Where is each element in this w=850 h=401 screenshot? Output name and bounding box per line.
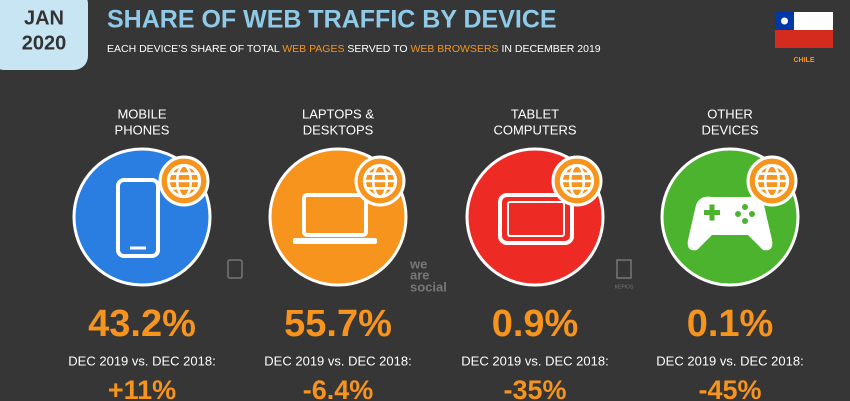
date-badge: [0, 0, 88, 70]
logo-text: we: [409, 256, 427, 271]
share-value: 0.9%: [492, 303, 579, 345]
logo-text: are: [410, 267, 430, 282]
laptop-icon: [293, 193, 377, 244]
change-value: -35%: [503, 375, 566, 401]
globe-icon: [354, 155, 406, 207]
tablet-icon: [498, 193, 574, 245]
device-label: COMPUTERS: [493, 122, 576, 137]
logo-kepios: [616, 259, 632, 279]
device-label: DESKTOPS: [303, 122, 374, 137]
phone-icon: [116, 178, 160, 258]
share-value: 55.7%: [284, 303, 392, 345]
badge-year: 2020: [22, 32, 67, 54]
change-value: +11%: [108, 375, 176, 401]
device-label: DEVICES: [701, 122, 758, 137]
country: CHILE: [794, 57, 815, 64]
title: SHARE OF WEB TRAFFIC BY DEVICE: [107, 6, 557, 34]
share-value: 0.1%: [687, 303, 774, 345]
device-label: OTHER: [707, 106, 753, 121]
logo-text: social: [410, 279, 447, 294]
subtitle-highlight: WEB PAGES: [282, 43, 344, 55]
device-column: TABLET COMPUTERS 0.9% DEC 2019 vs. DEC 2…: [461, 106, 608, 401]
subtitle-part: IN DECEMBER 2019: [499, 43, 601, 55]
device-column: LAPTOPS & DESKTOPS 55.7% DEC 2019 vs. DE…: [264, 106, 411, 401]
globe-icon: [158, 155, 210, 207]
device-label: PHONES: [115, 122, 170, 137]
change-value: -6.4%: [303, 375, 374, 401]
globe-icon: [746, 155, 798, 207]
device-column: OTHER DEVICES 0.1% DEC 2019 vs. DEC 2018…: [656, 106, 803, 401]
share-value: 43.2%: [88, 303, 196, 345]
subtitle-part: SERVED TO: [344, 43, 410, 55]
change-label: DEC 2019 vs. DEC 2018:: [656, 353, 803, 368]
subtitle-part: EACH DEVICE’S SHARE OF TOTAL: [107, 43, 282, 55]
device-label: LAPTOPS &: [302, 106, 374, 121]
change-label: DEC 2019 vs. DEC 2018:: [68, 353, 215, 368]
logo-hootsuite: [227, 259, 243, 279]
change-label: DEC 2019 vs. DEC 2018:: [264, 353, 411, 368]
change-label: DEC 2019 vs. DEC 2018:: [461, 353, 608, 368]
gamepad-icon: [687, 196, 773, 251]
subtitle: EACH DEVICE’S SHARE OF TOTAL WEB PAGES S…: [107, 43, 601, 55]
subtitle-highlight: WEB BROWSERS: [410, 43, 498, 55]
device-column: MOBILE PHONES 43.2% DEC 2019 vs. DEC 201…: [68, 106, 215, 401]
logo-text: KEPIOS: [615, 284, 634, 290]
device-label: MOBILE: [117, 106, 166, 121]
device-label: TABLET: [511, 106, 559, 121]
change-value: -45%: [698, 375, 761, 401]
badge-month: JAN: [24, 7, 64, 29]
globe-icon: [551, 155, 603, 207]
flag: [775, 12, 833, 48]
